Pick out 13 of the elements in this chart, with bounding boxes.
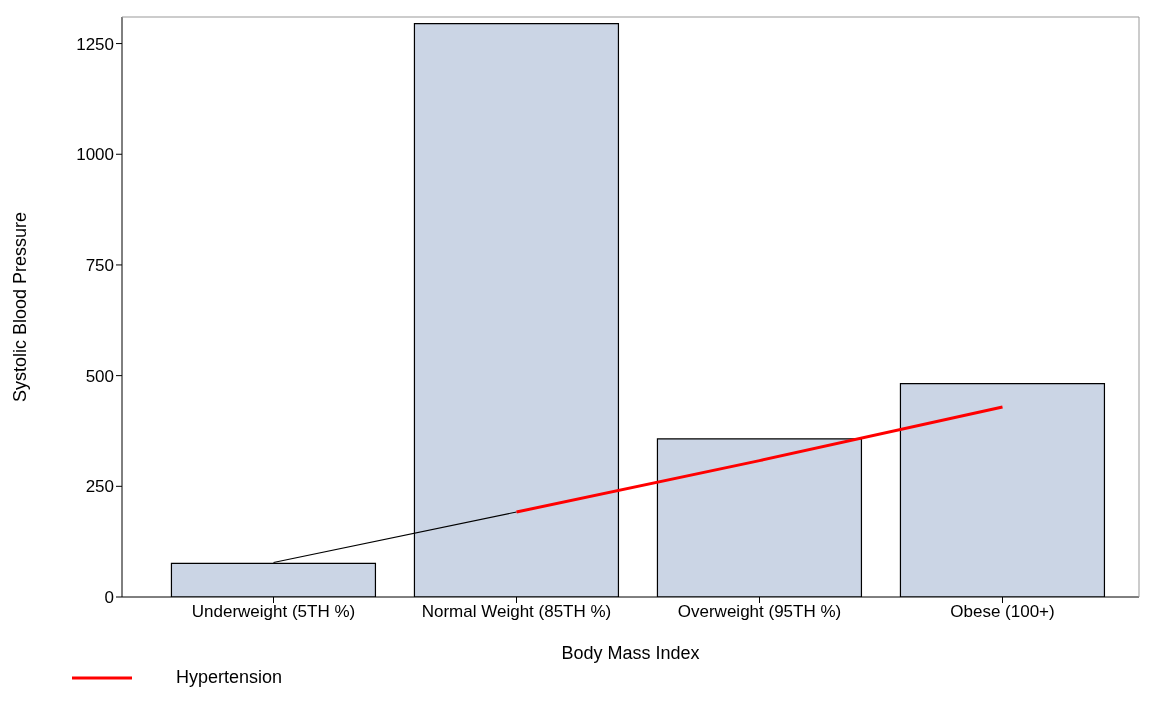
y-tick-label: 750 [85,255,114,275]
x-tick-label: Normal Weight (85TH %) [421,602,612,622]
text: Hypertension [176,667,283,688]
x-axis-title: Body Mass Index [561,643,700,663]
x-tick-label: Underweight (5TH %) [191,602,356,622]
y-tick-label: 250 [85,477,114,497]
y-axis-title: Systolic Blood Pressure [10,211,31,403]
y-tick-label: 1000 [76,145,114,165]
y-tick-label: 1250 [76,34,114,54]
x-tick-label: Obese (100+) [950,602,1055,622]
y-tick-label: 500 [85,366,114,386]
x-tick-label: Overweight (95TH %) [677,602,842,622]
y-tick-label: 0 [104,588,114,608]
